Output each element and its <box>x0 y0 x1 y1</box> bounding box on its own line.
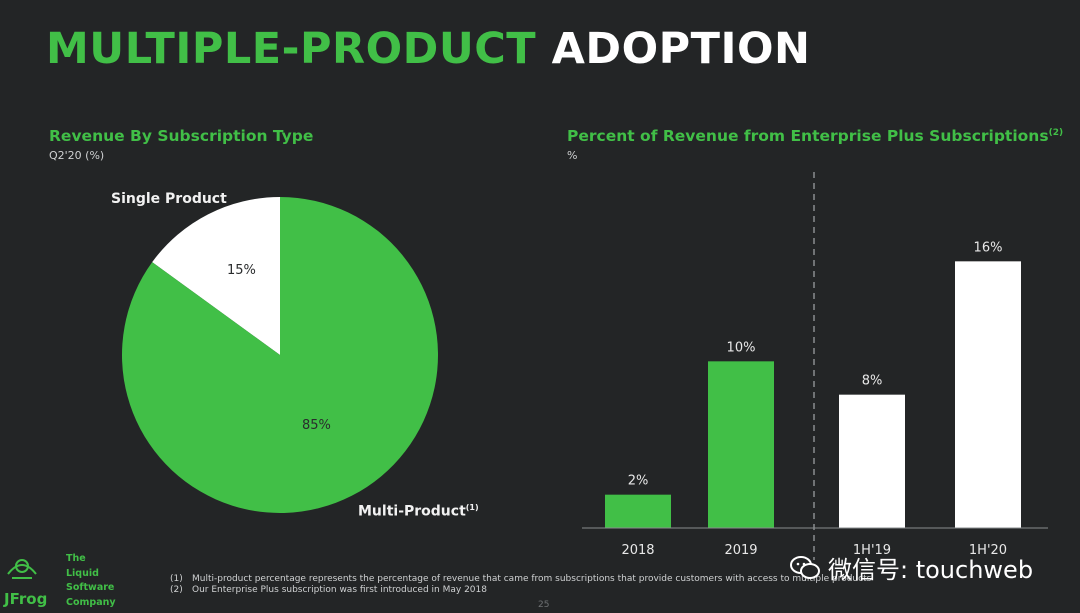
bar-chart: 2% 2018 10% 2019 8% 1H'19 16% 1H'20 <box>582 172 1048 560</box>
watermark-text: 微信号: touchweb <box>828 556 1034 584</box>
watermark: 微信号: touchweb <box>790 550 1033 585</box>
bar-value-label: 2% <box>628 474 649 489</box>
pie-slice-multi-product <box>121 197 438 513</box>
wechat-icon <box>790 555 820 579</box>
bar-category-label: 2019 <box>724 543 757 558</box>
bar-value-label: 10% <box>727 340 756 355</box>
pie-label-multi-text: Multi-Product <box>358 503 466 520</box>
footnote-1-text: Multi-product percentage represents the … <box>192 574 872 584</box>
logo-tagline-line: The <box>66 553 86 564</box>
bar-unit: % <box>567 149 578 162</box>
pie-title: Revenue By Subscription Type <box>49 127 314 145</box>
footnote-2-text: Our Enterprise Plus subscription was fir… <box>192 585 487 595</box>
pie-label-multi-note: (1) <box>465 503 479 512</box>
footnote-2: (2) Our Enterprise Plus subscription was … <box>170 585 871 596</box>
logo-tagline-line: Liquid <box>66 567 99 579</box>
slide-title-green: MULTIPLE-PRODUCT <box>46 24 537 74</box>
pie-value-single: 15% <box>227 263 256 278</box>
pie-slice-single-product <box>152 197 280 355</box>
footnote-2-marker: (2) <box>170 585 183 595</box>
footnote-1: (1) Multi-product percentage represents t… <box>170 574 871 585</box>
bar-category-label: 1H'20 <box>969 543 1007 558</box>
bar-1h-19 <box>839 394 905 528</box>
pie-unit: Q2'20 (%) <box>49 149 105 162</box>
page-number: 25 <box>538 600 550 610</box>
bar-category-label: 1H'19 <box>853 543 891 558</box>
bar-1h-20 <box>955 261 1021 528</box>
footnotes: (1) Multi-product percentage represents t… <box>170 574 871 596</box>
slide-title: MULTIPLE-PRODUCT ADOPTION <box>46 24 811 74</box>
slide-title-white: ADOPTION <box>551 24 811 74</box>
bar-2018 <box>605 494 671 528</box>
bar-title-note: (2) <box>1048 127 1064 138</box>
logo-wordmark: JFrog <box>3 590 47 608</box>
bar-category-label: 2018 <box>621 543 654 558</box>
jfrog-logo-icon: JFrog <box>3 559 47 608</box>
pie-chart <box>121 197 438 513</box>
logo-tagline-line: Software <box>66 582 115 593</box>
bar-value-label: 16% <box>974 240 1003 255</box>
pie-label-multi-product: Multi-Product(1) <box>358 503 479 520</box>
bar-title-text: Percent of Revenue from Enterprise Plus … <box>567 127 1049 145</box>
logo-tagline: The Liquid Software Company <box>66 552 116 610</box>
footnote-1-marker: (1) <box>170 574 183 584</box>
bar-value-label: 8% <box>862 374 883 389</box>
logo-tagline-line: Company <box>66 596 116 608</box>
bar-title: Percent of Revenue from Enterprise Plus … <box>567 127 1063 145</box>
bar-2019 <box>708 361 774 528</box>
pie-label-single-product: Single Product <box>111 191 227 207</box>
pie-value-multi: 85% <box>302 418 331 433</box>
